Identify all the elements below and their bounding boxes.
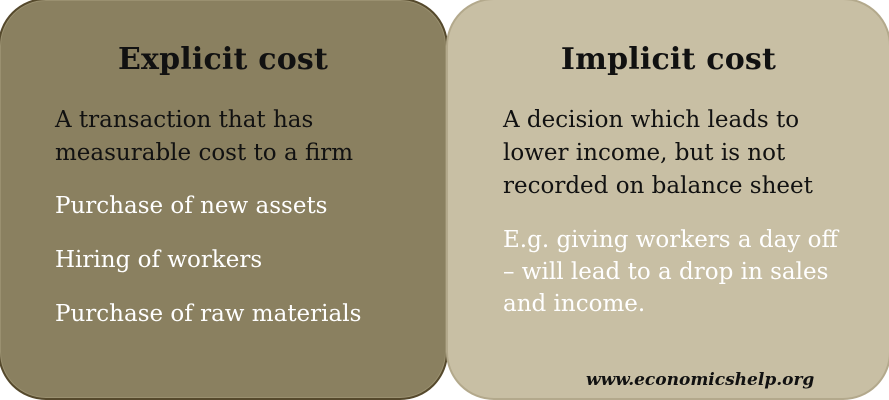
explicit-definition-line-2: measurable cost to a firm [55, 140, 354, 166]
implicit-example-line-1: E.g. giving workers a day off [503, 227, 838, 253]
implicit-definition-line-2: lower income, but is not [503, 140, 786, 166]
implicit-cost-title: Implicit cost [560, 42, 777, 77]
explicit-item-raw-materials: Purchase of raw materials [55, 301, 362, 327]
explicit-item-workers: Hiring of workers [55, 247, 263, 273]
implicit-definition-line-1: A decision which leads to [503, 107, 800, 133]
explicit-cost-card: Explicit cost A transaction that has mea… [0, 0, 448, 400]
implicit-definition-line-3: recorded on balance sheet [503, 173, 813, 199]
source-url: www.economicshelp.org [586, 370, 815, 390]
explicit-item-assets: Purchase of new assets [55, 193, 328, 219]
explicit-cost-title: Explicit cost [117, 42, 329, 77]
implicit-example-line-3: and income. [503, 291, 646, 317]
implicit-example-line-2: – will lead to a drop in sales [503, 259, 829, 285]
explicit-definition-line-1: A transaction that has [55, 107, 314, 133]
implicit-cost-card: Implicit cost A decision which leads to … [446, 0, 889, 400]
